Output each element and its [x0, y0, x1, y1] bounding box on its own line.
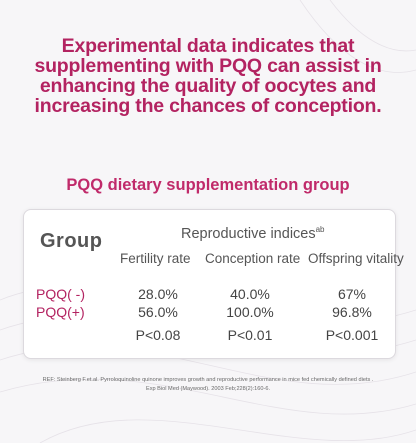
reproductive-indices-label: Reproductive indices: [181, 226, 316, 242]
indices-superscript: ab: [315, 225, 325, 234]
p-value-cell: P<0.001: [325, 327, 379, 343]
headline-line-1: Experimental data indicates that: [61, 35, 355, 57]
table-cell: 67%: [337, 286, 367, 302]
row-label-pqq-plus: PQQ(+): [36, 304, 85, 320]
results-table-card: Group Reproductive indicesab Fertility r…: [23, 209, 404, 359]
headline-line-3: enhancing the quality of oocytes and: [39, 75, 377, 97]
section-title: PQQ dietary supplementation group: [66, 176, 350, 194]
reproductive-indices-header: Reproductive indicesab: [181, 225, 325, 242]
reference-line-1: REF: Steinberg F.et.al. Pyrroloquinoline…: [42, 377, 374, 383]
table-cell: 100.0%: [226, 304, 274, 320]
row-label-pqq-minus: PQQ( -): [36, 286, 85, 302]
column-header-conception-rate: Conception rate: [205, 251, 301, 266]
table-cell: 40.0%: [230, 286, 270, 302]
group-header: Group: [40, 230, 103, 252]
headline-line-2: supplementing with PQQ can assist in: [34, 55, 382, 77]
column-header-offspring-vitality: Offspring vitality: [308, 251, 404, 266]
column-header-fertility-rate: Fertility rate: [120, 251, 191, 266]
table-cell: 28.0%: [138, 286, 178, 302]
table-cell: 96.8%: [332, 304, 372, 320]
reference-line-2: Exp Biol Med (Maywood). 2003 Feb;228(2):…: [145, 386, 271, 392]
p-value-cell: P<0.08: [135, 327, 181, 343]
headline: Experimental data indicates that supplem…: [6, 36, 410, 116]
headline-line-4: increasing the chances of conception.: [34, 95, 382, 117]
table-cell: 56.0%: [138, 304, 178, 320]
p-value-cell: P<0.01: [227, 327, 273, 343]
